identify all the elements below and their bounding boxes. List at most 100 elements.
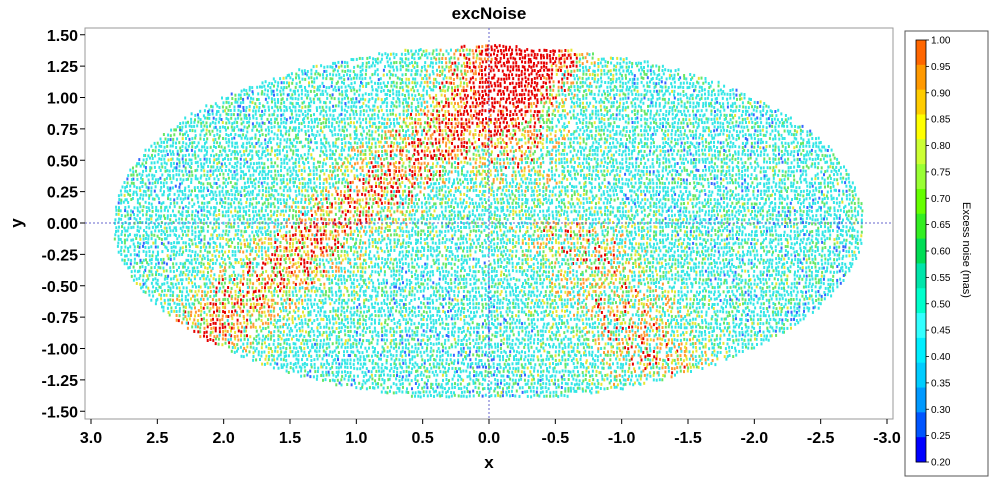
scatter-point	[640, 282, 643, 286]
scatter-point	[741, 330, 744, 334]
scatter-point	[501, 394, 504, 398]
scatter-point	[645, 321, 648, 325]
scatter-point	[575, 358, 578, 362]
scatter-point	[599, 318, 602, 322]
scatter-point	[245, 325, 248, 329]
scatter-point	[393, 342, 396, 346]
scatter-point	[407, 391, 410, 394]
scatter-point	[628, 285, 631, 289]
scatter-point	[679, 338, 682, 342]
scatter-point	[281, 302, 284, 306]
scatter-point	[411, 305, 414, 309]
scatter-point	[226, 290, 229, 294]
scatter-point	[303, 278, 306, 282]
scatter-point	[692, 317, 695, 321]
scatter-point	[435, 337, 438, 341]
scatter-point	[658, 378, 661, 382]
scatter-point	[307, 310, 310, 314]
scatter-point	[465, 395, 468, 399]
scatter-point	[473, 277, 476, 281]
scatter-point	[279, 325, 282, 329]
scatter-point	[592, 378, 595, 382]
scatter-point	[316, 329, 319, 333]
scatter-point	[539, 374, 542, 378]
scatter-point	[708, 294, 711, 298]
scatter-point	[470, 310, 472, 314]
scatter-point	[355, 339, 358, 343]
scatter-point	[325, 370, 328, 374]
scatter-point	[315, 346, 318, 350]
scatter-point	[542, 369, 545, 373]
scatter-point	[762, 290, 765, 294]
scatter-point	[732, 317, 735, 321]
scatter-point	[303, 350, 306, 354]
scatter-point	[401, 378, 404, 382]
scatter-point	[844, 273, 847, 277]
scatter-point	[320, 317, 323, 321]
scatter-point	[392, 281, 395, 285]
scatter-point	[457, 286, 460, 290]
scatter-point	[221, 314, 224, 318]
scatter-point	[353, 297, 356, 301]
scatter-point	[280, 287, 283, 290]
scatter-point	[469, 342, 472, 345]
scatter-point	[453, 281, 456, 285]
scatter-point	[288, 298, 291, 302]
scatter-point	[456, 313, 459, 317]
scatter-point	[579, 342, 582, 346]
scatter-point	[500, 338, 503, 342]
scatter-point	[713, 343, 716, 346]
scatter-point	[471, 321, 474, 325]
scatter-point	[662, 302, 665, 306]
scatter-point	[264, 286, 266, 290]
scatter-point	[646, 353, 649, 357]
scatter-point	[711, 351, 714, 354]
scatter-point	[667, 358, 670, 361]
scatter-point	[529, 285, 532, 289]
scatter-point	[402, 317, 405, 321]
scatter-point	[384, 366, 387, 370]
scatter-point	[619, 286, 622, 290]
scatter-point	[413, 330, 416, 334]
scatter-point	[530, 313, 532, 317]
scatter-point	[242, 349, 244, 353]
scatter-point	[771, 326, 774, 330]
scatter-point	[222, 333, 225, 337]
scatter-point	[199, 302, 202, 306]
scatter-point	[641, 270, 644, 274]
scatter-point	[750, 282, 753, 286]
scatter-point	[646, 373, 649, 377]
scatter-point	[812, 306, 815, 310]
scatter-point	[610, 342, 613, 346]
scatter-point	[805, 274, 808, 278]
scatter-point	[335, 375, 338, 379]
scatter-point	[688, 362, 691, 366]
scatter-point	[221, 302, 224, 306]
scatter-point	[369, 294, 372, 298]
scatter-point	[539, 391, 542, 395]
scatter-point	[307, 306, 309, 310]
scatter-point	[691, 325, 694, 329]
scatter-point	[607, 309, 610, 313]
scatter-point	[245, 293, 248, 297]
scatter-point	[466, 309, 469, 313]
scatter-point	[307, 313, 310, 317]
scatter-point	[446, 350, 449, 354]
scatter-point	[472, 381, 475, 385]
scatter-point	[399, 289, 402, 293]
scatter-point	[670, 361, 673, 365]
scatter-point	[662, 358, 665, 362]
scatter-point	[603, 315, 606, 318]
scatter-point	[292, 309, 295, 313]
scatter-point	[625, 338, 628, 342]
scatter-point	[392, 327, 395, 331]
scatter-point	[757, 331, 759, 335]
scatter-point	[435, 342, 438, 346]
scatter-point	[439, 322, 442, 326]
scatter-point	[373, 350, 376, 353]
scatter-point	[533, 338, 536, 342]
scatter-point	[300, 346, 302, 350]
scatter-point	[242, 273, 245, 277]
scatter-point	[509, 290, 512, 294]
scatter-point	[824, 270, 827, 274]
